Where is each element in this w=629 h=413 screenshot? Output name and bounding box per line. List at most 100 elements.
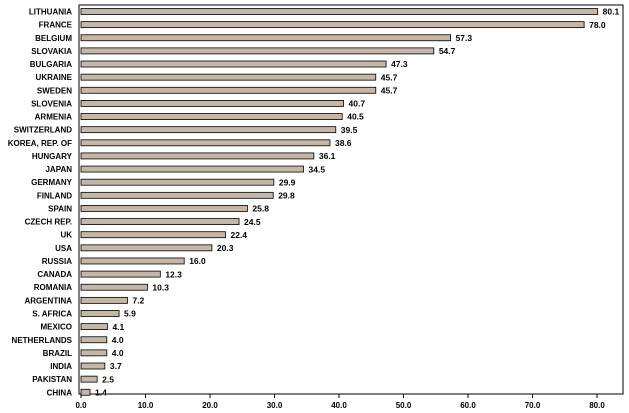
bar [80,218,240,225]
x-tick-label: 50.0 [396,401,412,410]
bar [80,21,585,29]
value-label: 24.5 [244,217,261,227]
bar [80,34,451,42]
value-label: 40.7 [349,99,366,109]
bar [80,152,315,160]
value-label: 25.8 [252,204,269,214]
category-label: GERMANY [31,178,73,187]
value-label: 20.3 [217,243,234,253]
category-label: HUNGARY [32,152,73,161]
category-label: BRAZIL [43,349,72,358]
value-label: 80.1 [603,7,620,17]
x-tick-label: 60.0 [460,401,476,410]
bar [80,73,377,81]
category-label: JAPAN [45,165,72,174]
x-tick-label: 70.0 [525,401,541,410]
value-label: 3.7 [110,361,122,371]
x-tick-label: 0.0 [75,401,87,410]
plot-border [78,4,624,395]
x-tick-label: 30.0 [267,401,283,410]
bar [80,165,304,173]
bar [80,336,108,344]
bar [80,349,108,357]
value-label: 57.3 [456,33,473,43]
category-label: USA [55,244,72,253]
category-label: ROMANIA [34,283,72,292]
bar [80,231,226,239]
bars [80,8,599,396]
bar [80,296,128,304]
bar [80,270,161,278]
value-label: 36.1 [319,151,336,161]
value-label: 4.0 [112,348,124,358]
value-label: 1.4 [95,387,107,397]
value-label: 34.5 [309,164,326,174]
x-tick-label: 40.0 [331,401,347,410]
value-label: 22.4 [230,230,247,240]
category-label: ARGENTINA [24,296,72,305]
category-label: SWEDEN [37,86,72,95]
bar [80,113,343,120]
category-label: CHINA [47,388,73,397]
bar [80,244,213,252]
value-label: 10.3 [152,282,169,292]
value-label: 47.3 [391,59,408,69]
value-label: 45.7 [381,85,398,95]
x-tick-label: 20.0 [202,401,218,410]
bar [80,178,275,186]
x-axis: 0.0 10.0 20.0 30.0 40.0 50.0 60.0 70.0 80.0 [75,394,605,410]
x-tick-label: 80.0 [589,401,605,410]
plot-frame [78,4,624,395]
bar [80,86,377,94]
value-label: 29.9 [279,177,296,187]
category-label: BELGIUM [35,34,72,43]
bar [80,139,331,147]
category-label: MEXICO [40,323,72,332]
category-label: CANADA [37,270,72,279]
category-label: SPAIN [48,204,72,213]
value-label: 5.9 [124,309,136,319]
category-labels: LITHUANIA FRANCE BELGIUM SLOVAKIA BULGARIA UK… [8,8,73,398]
category-label: SWITZERLAND [14,126,72,135]
bar [80,310,120,317]
category-label: UK [60,231,72,240]
category-label: RUSSIA [42,257,72,266]
bar [80,126,337,134]
value-label: 4.1 [112,322,124,332]
bar [80,205,248,212]
value-label: 7.2 [132,296,144,306]
category-label: SLOVENIA [31,99,72,108]
bar [80,388,91,396]
value-label: 12.3 [165,269,182,279]
value-label: 78.0 [589,20,606,30]
bar [80,283,148,291]
category-label: LITHUANIA [29,8,72,17]
bar [80,8,599,15]
category-label: BULGARIA [30,60,72,69]
category-label: ARMENIA [35,113,73,122]
bar [80,191,274,199]
bar [80,47,435,55]
value-label: 16.0 [189,256,206,266]
category-label: NETHERLANDS [12,336,73,345]
category-label: UKRAINE [36,73,73,82]
category-label: FINLAND [37,191,72,200]
category-label: KOREA, REP. OF [8,139,72,148]
category-label: FRANCE [39,21,73,30]
bar [80,375,98,383]
value-label: 2.5 [102,374,114,384]
bar [80,257,185,265]
value-labels: 80.1 78.0 57.354.7 47.3 45.7 45.7 40.7 40.5 39.5… [95,7,619,398]
value-label: 29.8 [278,191,295,201]
x-tick-label: 10.0 [138,401,154,410]
category-label: INDIA [50,362,72,371]
bar [80,100,344,107]
value-label: 38.6 [335,138,352,148]
bar [80,60,387,68]
category-label: PAKISTAN [32,375,72,384]
category-label: S. AFRICA [32,309,72,318]
bar [80,362,106,370]
category-label: CZECH REP. [25,218,72,227]
value-label: 54.7 [439,46,456,56]
